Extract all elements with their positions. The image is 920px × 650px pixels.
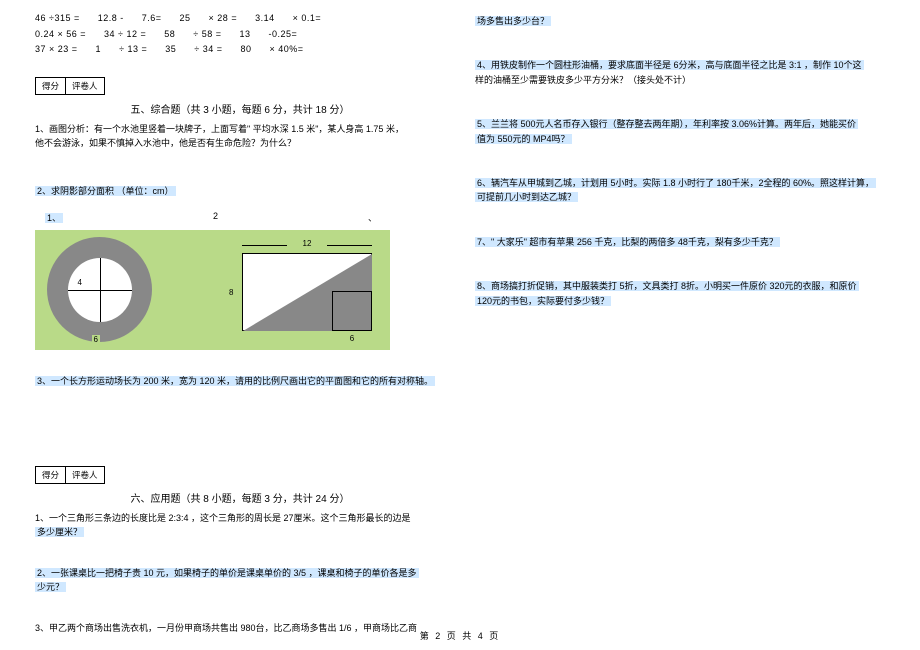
eq: ÷ 34 = (194, 43, 222, 57)
q6-5: 5、兰兰将 500元人名币存入银行（整存整去两年期），年利率按 3.06%计算。… (475, 117, 885, 146)
figure-labels: 1、 2 、 (35, 211, 445, 226)
eq: 34 ÷ 12 = (104, 28, 146, 42)
text: 样的油桶至少需要铁皮多少平方分米？（接头处不计） (475, 75, 691, 85)
score-box-5: 得分 评卷人 (35, 77, 105, 95)
dim-12: 12 (242, 239, 372, 248)
eq: 13 (240, 28, 251, 42)
ring-inner (68, 258, 132, 322)
eq: 12.8 - (98, 12, 124, 26)
eq: ÷ 13 = (119, 43, 147, 57)
rect-figure: 12 8 6 (221, 237, 376, 342)
eq: 35 (165, 43, 176, 57)
dim-8: 8 (229, 253, 233, 331)
q5-2: 2、求阴影部分面积 （单位：cm） (35, 184, 445, 198)
grader-label: 评卷人 (66, 78, 104, 94)
text: 多少厘米？ (35, 527, 84, 537)
section-6-title: 六、应用题（共 8 小题，每题 3 分，共计 24 分） (35, 490, 445, 505)
eq: × 0.1= (293, 12, 322, 26)
fig-label-3: 、 (368, 211, 377, 224)
score-label: 得分 (36, 467, 66, 483)
eq: 3.14 (255, 12, 275, 26)
text: 6、辆汽车从甲城到乙城，计划用 5小时。实际 1.8 小时行了 180千米，2全… (475, 178, 876, 188)
q6-2: 2、一张课桌比一把椅子贵 10 元，如果椅子的单价是课桌单价的 3/5 ，课桌和… (35, 566, 445, 595)
page-number: 第 2 页 共 4 页 (0, 629, 920, 642)
text: 值为 550元的 MP4吗？ (475, 134, 572, 144)
score-label: 得分 (36, 78, 66, 94)
q6-3r: 场多售出多少台？ (475, 14, 885, 28)
text: 少元？ (35, 582, 66, 592)
text: 4、用铁皮制作一个圆柱形油桶，要求底面半径是 6分米，高与底面半径之比是 3:1… (475, 60, 864, 70)
eq: 7.6= (142, 12, 162, 26)
small-square (332, 291, 372, 331)
q5-1: 1、画图分析：有一个水池里竖着一块牌子，上面写着" 平均水深 1.5 米"，某人… (35, 122, 445, 151)
fig-label-1: 1、 (45, 213, 63, 223)
text: 120元的书包，实际要付多少钱？ (475, 296, 611, 306)
q6-7: 7、" 大家乐" 超市有苹果 256 千克，比梨的两倍多 48千克，梨有多少千克… (475, 235, 885, 249)
text: 8、商场搞打折促销，其中服装类打 5折，文具类打 8折。小明买一件原价 320元… (475, 281, 859, 291)
text: 场多售出多少台？ (475, 16, 551, 26)
left-column: 46 ÷315 = 12.8 - 7.6= 25 × 28 = 3.14 × 0… (20, 10, 460, 647)
eq: × 40%= (270, 43, 304, 57)
eq: ÷ 58 = (193, 28, 221, 42)
eq-row-2: 0.24 × 56 = 34 ÷ 12 = 58 ÷ 58 = 13 -0.25… (35, 28, 445, 42)
eq: 37 × 23 = (35, 43, 78, 57)
dim-bot-6: 6 (332, 334, 372, 343)
eq: × 28 = (209, 12, 238, 26)
eq: 80 (241, 43, 252, 57)
text: 可提前几小时到达乙城？ (475, 192, 578, 202)
text: 2、一张课桌比一把椅子贵 10 元，如果椅子的单价是课桌单价的 3/5 ，课桌和… (35, 568, 419, 578)
eq: 46 ÷315 = (35, 12, 80, 26)
text: 7、" 大家乐" 超市有苹果 256 千克，比梨的两倍多 48千克，梨有多少千克… (475, 237, 780, 247)
score-box-6: 得分 评卷人 (35, 466, 105, 484)
eq-row-3: 37 × 23 = 1 ÷ 13 = 35 ÷ 34 = 80 × 40%= (35, 43, 445, 57)
eq: 58 (164, 28, 175, 42)
q6-4: 4、用铁皮制作一个圆柱形油桶，要求底面半径是 6分米，高与底面半径之比是 3:1… (475, 58, 885, 87)
grader-label: 评卷人 (66, 467, 104, 483)
dim-6: 6 (92, 335, 100, 344)
text: 1.5 米"，某人身高 1.75 米， (291, 124, 404, 134)
fig-label-2: 2 (213, 211, 218, 224)
q5-3: 3、一个长方形运动场长为 200 米，宽为 120 米，请用的比例尺画出它的平面… (35, 374, 445, 388)
eq-row-1: 46 ÷315 = 12.8 - 7.6= 25 × 28 = 3.14 × 0… (35, 12, 445, 26)
right-column: 场多售出多少台？ 4、用铁皮制作一个圆柱形油桶，要求底面半径是 6分米，高与底面… (460, 10, 900, 647)
eq: 1 (96, 43, 102, 57)
page-container: 46 ÷315 = 12.8 - 7.6= 25 × 28 = 3.14 × 0… (0, 0, 920, 647)
eq: 0.24 × 56 = (35, 28, 86, 42)
text: 5、兰兰将 500元人名币存入银行（整存整去两年期），年利率按 3.06%计算。… (475, 119, 858, 129)
q6-8: 8、商场搞打折促销，其中服装类打 5折，文具类打 8折。小明买一件原价 320元… (475, 279, 885, 308)
text: 1、一个三角形三条边的长度比是 2:3:4 ，这个三角形的周长是 27厘米。这个… (35, 513, 411, 523)
q6-1: 1、一个三角形三条边的长度比是 2:3:4 ，这个三角形的周长是 27厘米。这个… (35, 511, 445, 540)
ring-figure: 4 6 (47, 237, 152, 342)
dim-4: 4 (78, 278, 82, 287)
text: 他不会游泳，如果不慎掉入水池中，他是否有生命危险？为什么？ (35, 138, 296, 148)
text: 2、求阴影部分面积 （单位：cm） (35, 186, 176, 196)
text: 3、一个长方形运动场长为 200 米，宽为 120 米，请用的比例尺画出它的平面… (35, 376, 435, 386)
q6-6: 6、辆汽车从甲城到乙城，计划用 5小时。实际 1.8 小时行了 180千米，2全… (475, 176, 885, 205)
eq: 25 (180, 12, 191, 26)
eq: -0.25= (269, 28, 298, 42)
section-5-title: 五、综合题（共 3 小题，每题 6 分，共计 18 分） (35, 101, 445, 116)
figure-area: 4 6 12 8 6 (35, 230, 390, 350)
text: 1、画图分析：有一个水池里竖着一块牌子，上面写着" 平均水深 (35, 124, 289, 134)
